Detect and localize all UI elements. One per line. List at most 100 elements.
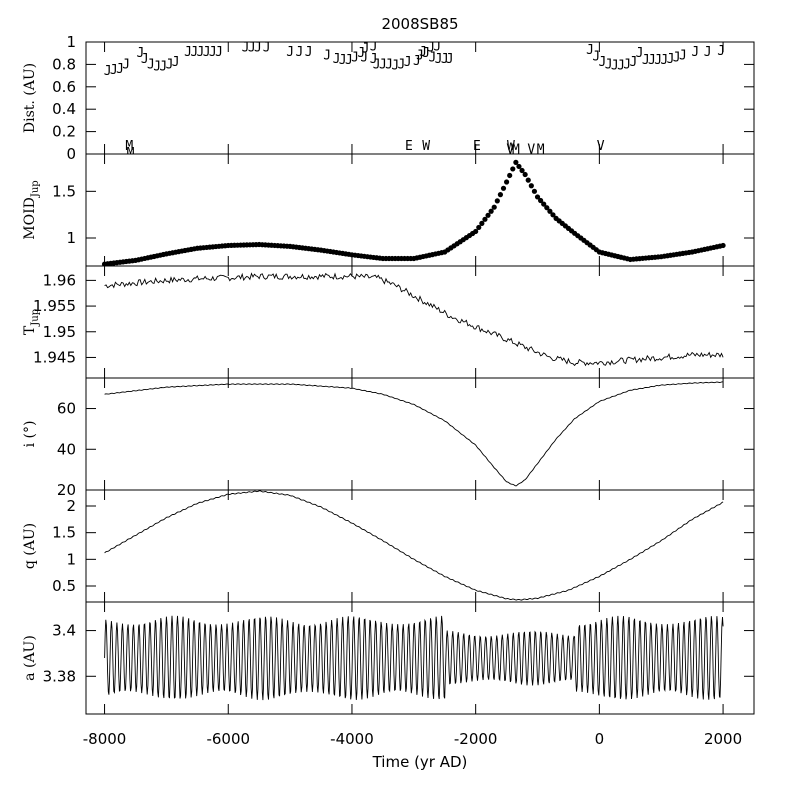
marker-J: J xyxy=(116,62,124,77)
panel-data xyxy=(104,381,724,487)
marker-J: J xyxy=(592,50,600,65)
data-point xyxy=(497,192,504,198)
panel-data xyxy=(101,159,726,266)
marker-J: J xyxy=(190,45,198,60)
marker-M: M xyxy=(125,139,133,154)
series-line xyxy=(104,615,724,701)
marker-J: J xyxy=(611,59,619,74)
data-point xyxy=(531,188,538,194)
y-tick-label: 3.38 xyxy=(43,667,76,685)
marker-J: J xyxy=(373,57,381,72)
marker-J: J xyxy=(419,45,427,60)
marker-J: J xyxy=(599,55,607,70)
marker-J: J xyxy=(351,51,359,66)
y-tick-label: 0.4 xyxy=(52,100,76,118)
marker-J: J xyxy=(104,64,112,79)
marker-J: J xyxy=(345,53,353,68)
y-axis-label: MOIDJup xyxy=(22,180,41,239)
marker-J: J xyxy=(385,57,393,72)
marker-J: J xyxy=(629,55,637,70)
y-tick-label: 1.955 xyxy=(33,297,76,315)
marker-J: J xyxy=(446,52,454,67)
x-tick-label: -6000 xyxy=(206,730,250,748)
panel-incl: 20 40 60 i (°) xyxy=(22,377,755,499)
data-point xyxy=(491,204,497,210)
y-tick-label: 60 xyxy=(57,400,76,418)
chart-title: 2008SB85 xyxy=(381,15,458,33)
data-point xyxy=(510,166,516,172)
data-point xyxy=(473,228,479,235)
marker-J: J xyxy=(209,45,217,60)
marker-J: J xyxy=(642,53,650,68)
marker-J: J xyxy=(404,55,412,70)
y-axis-label: q (AU) xyxy=(22,523,38,569)
marker-J: J xyxy=(197,45,205,60)
x-tick-label: -2000 xyxy=(454,730,498,748)
marker-J: J xyxy=(286,45,294,60)
panel-moid: 1 1.5 MOIDJup xyxy=(22,153,755,267)
marker-E: E xyxy=(473,139,481,154)
marker-J: J xyxy=(679,48,687,63)
marker-J: J xyxy=(648,53,656,68)
y-tick-label: 1.5 xyxy=(52,524,76,542)
marker-J: J xyxy=(673,51,681,66)
marker-J: J xyxy=(433,39,441,54)
y-tick-label: 1.96 xyxy=(43,271,76,289)
y-tick-label: 0.2 xyxy=(52,123,76,141)
y-axis-label: i (°) xyxy=(22,421,38,448)
marker-J: J xyxy=(667,52,675,67)
y-tick-label: 1 xyxy=(66,33,76,51)
marker-J: J xyxy=(305,45,313,60)
marker-J: J xyxy=(242,41,250,56)
y-tick-label: 40 xyxy=(57,440,76,458)
marker-J: J xyxy=(660,53,668,68)
series-line xyxy=(104,272,724,367)
marker-J: J xyxy=(427,41,435,56)
marker-J: J xyxy=(428,51,436,66)
series-line xyxy=(104,381,724,487)
marker-J: J xyxy=(184,45,192,60)
y-tick-label: 20 xyxy=(57,481,76,499)
y-axis-label-subscript: Jup xyxy=(30,180,41,198)
y-tick-label: 3.4 xyxy=(52,622,76,640)
y-tick-label: 0.6 xyxy=(52,78,76,96)
panel-data xyxy=(104,490,724,601)
marker-J: J xyxy=(357,46,365,61)
panel-frame xyxy=(85,601,755,715)
marker-J: J xyxy=(636,46,644,61)
data-point xyxy=(544,205,550,211)
marker-J: J xyxy=(623,57,631,72)
data-point xyxy=(550,212,556,218)
data-point xyxy=(534,194,541,200)
marker-J: J xyxy=(704,45,712,60)
marker-J: J xyxy=(141,52,149,67)
marker-J: J xyxy=(586,43,594,58)
marker-J: J xyxy=(441,52,449,67)
marker-J: J xyxy=(370,52,378,67)
y-tick-label: 0.5 xyxy=(52,577,76,595)
marker-J: J xyxy=(413,54,421,69)
data-point xyxy=(525,177,531,183)
marker-M: M xyxy=(127,146,135,161)
y-tick-label: 1.945 xyxy=(33,348,76,366)
marker-J: J xyxy=(654,53,662,68)
marker-J: J xyxy=(172,55,180,70)
y-tick-label: 0.8 xyxy=(52,55,76,73)
data-point xyxy=(479,220,485,226)
panel-a: 3.38 3.4 a (AU) xyxy=(22,601,755,715)
marker-J: J xyxy=(122,57,130,72)
y-axis-label: Dist. (AU) xyxy=(22,63,38,133)
x-axis-label: Time (yr AD) xyxy=(372,753,468,771)
y-tick-label: 1 xyxy=(66,229,76,247)
marker-W: W xyxy=(422,139,430,154)
marker-V: V xyxy=(597,139,605,154)
data-point xyxy=(547,208,553,214)
marker-J: J xyxy=(360,51,368,66)
data-point xyxy=(522,171,528,178)
marker-J: J xyxy=(717,44,725,59)
data-point xyxy=(482,216,488,222)
